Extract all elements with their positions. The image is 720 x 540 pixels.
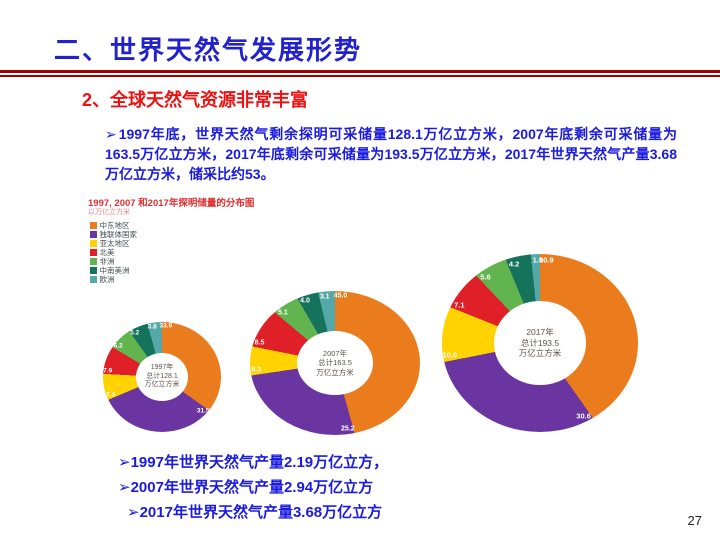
slice-value-label: 10.0	[442, 350, 458, 360]
legend-item: 亚太地区	[90, 239, 137, 248]
slice-value-label: 5.2	[130, 329, 140, 337]
slice-value-label: 31.5	[196, 407, 210, 415]
chart-legend: 中东地区 独联体国家 亚太地区 北美 非洲 中南美洲 欧洲	[90, 221, 137, 284]
slice-value-label: 40.9	[539, 255, 554, 265]
slice-value-label: 3.1	[319, 293, 330, 301]
production-bullet: ➢2017年世界天然气产量3.68万亿立方	[118, 500, 388, 525]
donut-center-text: 1997年	[150, 363, 174, 371]
donut-center-text: 总计193.5	[520, 337, 560, 348]
legend-swatch-icon	[90, 258, 97, 265]
legend-swatch-icon	[90, 249, 97, 256]
legend-item: 欧洲	[90, 275, 137, 284]
slice-value-label: 4.2	[508, 259, 520, 269]
slice-value-label: 7.9	[103, 367, 113, 374]
legend-swatch-icon	[90, 276, 97, 283]
legend-label: 亚太地区	[99, 238, 130, 248]
slice-value-label: 5.1	[278, 309, 288, 317]
slice-value-label: 25.2	[340, 425, 355, 433]
legend-label: 中南美洲	[99, 265, 130, 275]
slice-value-label: 6.3	[251, 366, 262, 374]
slice-value-label: 45.0	[333, 292, 348, 300]
production-bullet-text: 2007年世界天然气产量2.94万亿立方	[130, 479, 374, 496]
legend-item: 北美	[90, 248, 137, 257]
legend-swatch-icon	[90, 231, 97, 238]
donut-center: 2017年 总计193.5 万亿立方米	[493, 301, 587, 385]
production-bullet: ➢1997年世界天然气产量2.19万亿立方，	[118, 450, 388, 475]
divider-line-bottom	[0, 75, 720, 77]
slice-value-label: 8.5	[254, 339, 265, 347]
intro-text: 1997年底，世界天然气剩余探明可采储量128.1万亿立方米，2007年底剩余可…	[105, 126, 677, 182]
intro-bullet: ➢ 1997年底，世界天然气剩余探明可采储量128.1万亿立方米，2007年底剩…	[105, 124, 677, 184]
donut-center: 1997年 总计128.1 万亿立方米	[136, 352, 188, 402]
bullet-arrow-icon: ➢	[118, 479, 131, 496]
slice-value-label: 1.5	[532, 255, 544, 265]
legend-label: 北美	[99, 247, 115, 257]
section-subtitle: 2、全球天然气资源非常丰富	[82, 90, 309, 110]
page-title: 二、世界天然气发展形势	[54, 35, 363, 65]
bullet-arrow-icon: ➢	[105, 126, 117, 142]
production-bullets: ➢1997年世界天然气产量2.19万亿立方， ➢2007年世界天然气产量2.94万…	[118, 450, 388, 525]
donut-center-text: 2017年	[526, 327, 554, 338]
legend-swatch-icon	[90, 222, 97, 229]
bullet-arrow-icon: ➢	[127, 504, 140, 521]
slice-value-label: 4.0	[300, 297, 310, 305]
title-divider	[0, 70, 720, 77]
donut-center-text: 万亿立方米	[316, 367, 354, 377]
donut-center-text: 万亿立方米	[144, 381, 180, 389]
donut-center-text: 万亿立方米	[518, 348, 562, 359]
legend-swatch-icon	[90, 267, 97, 274]
legend-label: 中东地区	[99, 220, 130, 230]
donut-center-text: 总计163.5	[318, 358, 352, 368]
legend-label: 非洲	[99, 256, 115, 266]
slice-value-label: 33.9	[159, 322, 173, 330]
legend-item: 中东地区	[90, 221, 137, 230]
legend-label: 欧洲	[99, 274, 115, 284]
slice-value-label: 3.8	[147, 323, 157, 331]
production-bullet: ➢2007年世界天然气产量2.94万亿立方	[118, 475, 388, 500]
slice-value-label: 7.1	[454, 300, 465, 309]
divider-line-top	[0, 70, 720, 73]
bullet-arrow-icon: ➢	[118, 454, 131, 471]
legend-label: 独联体国家	[99, 229, 138, 239]
legend-item: 中南美洲	[90, 266, 137, 275]
donut-center-text: 总计128.1	[146, 372, 178, 380]
legend-item: 非洲	[90, 257, 137, 266]
slice-value-label: 7.4	[106, 391, 116, 399]
donut-center-text: 2007年	[322, 348, 348, 358]
page-number: 27	[687, 513, 702, 528]
slice-value-label: 6.2	[113, 342, 123, 350]
legend-item: 独联体国家	[90, 230, 137, 239]
chart-unit-label: 以万亿立方米	[88, 209, 130, 216]
slice-value-label: 30.6	[576, 411, 591, 421]
production-bullet-text: 2017年世界天然气产量3.68万亿立方	[139, 504, 383, 521]
chart-title: 1997, 2007 和2017年探明储量的分布图	[88, 198, 255, 209]
donut-center: 2007年 总计163.5 万亿立方米	[296, 330, 374, 396]
slice-value-label: 5.6	[480, 272, 491, 282]
legend-swatch-icon	[90, 240, 97, 247]
production-bullet-text: 1997年世界天然气产量2.19万亿立方，	[130, 454, 389, 471]
